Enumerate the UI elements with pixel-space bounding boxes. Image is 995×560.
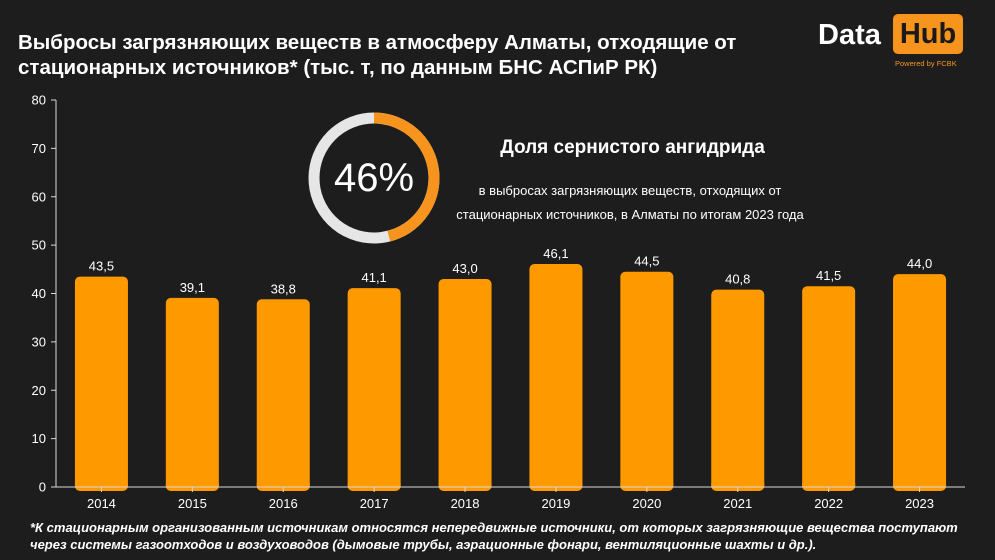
- bar-value-label: 41,1: [361, 270, 386, 285]
- datahub-logo: Data Hub Powered by FCBK: [814, 14, 964, 70]
- bar: [620, 271, 674, 491]
- bar-value-label: 41,5: [816, 268, 841, 283]
- bar: [256, 299, 310, 491]
- bar-base: [347, 483, 401, 487]
- y-tick-label: 80: [32, 93, 46, 108]
- bar-value-label: 43,5: [89, 259, 114, 274]
- bar-value-label: 44,5: [634, 254, 659, 269]
- bar: [165, 297, 219, 491]
- bar-value-label: 39,1: [180, 280, 205, 295]
- share-description: в выбросах загрязняющих веществ, отходящ…: [456, 183, 804, 222]
- bar: [74, 276, 128, 491]
- x-tick-label: 2018: [451, 496, 480, 511]
- y-tick-label: 70: [32, 141, 46, 156]
- bar: [438, 278, 492, 491]
- donut-percent-label: 46%: [333, 156, 415, 200]
- x-axis: 2014 2015 2016 2017 2018 2019 2020 2021 2022 2023: [56, 486, 965, 511]
- bar-value-label: 40,8: [725, 272, 750, 287]
- y-tick-label: 30: [32, 334, 46, 349]
- y-tick-label: 50: [32, 238, 46, 253]
- bar-value-label: 43,0: [452, 261, 477, 276]
- x-tick-label: 2015: [178, 496, 207, 511]
- bar-base: [529, 483, 583, 487]
- bar-base: [893, 483, 947, 487]
- bar: [529, 263, 583, 491]
- x-tick-label: 2021: [723, 496, 752, 511]
- logo-powered-by: Powered by FCBK: [895, 59, 957, 68]
- bar-base: [165, 483, 219, 487]
- sulfur-share-donut: [308, 112, 440, 244]
- y-tick-label: 40: [32, 286, 46, 301]
- x-tick-label: 2014: [87, 496, 116, 511]
- donut-arc: [308, 112, 440, 244]
- x-tick-label: 2022: [814, 496, 843, 511]
- bars: 43,5 39,1 38,8 41,1 43,0 46,1 44,5 40,8 41,5 44,0: [74, 246, 947, 491]
- bar-value-label: 38,8: [271, 281, 296, 296]
- bar-base: [438, 483, 492, 487]
- y-tick-label: 10: [32, 431, 46, 446]
- logo-word-hub: Hub: [893, 14, 963, 54]
- x-tick-label: 2023: [905, 496, 934, 511]
- bar-value-label: 46,1: [543, 246, 568, 261]
- logo-word-data: Data: [818, 19, 881, 51]
- bar: [711, 289, 765, 491]
- bar: [802, 286, 856, 491]
- bar-base: [256, 483, 310, 487]
- bar-base: [802, 483, 856, 487]
- bar: [347, 288, 401, 491]
- y-tick-label: 0: [39, 480, 46, 495]
- x-tick-label: 2020: [632, 496, 661, 511]
- bar: [893, 274, 947, 491]
- footnote: *К стационарным организованным источника…: [30, 520, 958, 552]
- x-tick-label: 2019: [541, 496, 570, 511]
- bar-base: [711, 483, 765, 487]
- y-axis: 0 10 20 30 40 50 60 70 80: [32, 93, 57, 495]
- bar-value-label: 44,0: [907, 256, 932, 271]
- chart-title: Выбросы загрязняющих веществ в атмосферу…: [18, 31, 737, 79]
- share-title: Доля сернистого ангидрида: [500, 137, 765, 158]
- y-tick-label: 20: [32, 383, 46, 398]
- y-tick-label: 60: [32, 189, 46, 204]
- bar-base: [620, 483, 674, 487]
- x-tick-label: 2017: [360, 496, 389, 511]
- bar-base: [74, 483, 128, 487]
- x-tick-label: 2016: [269, 496, 298, 511]
